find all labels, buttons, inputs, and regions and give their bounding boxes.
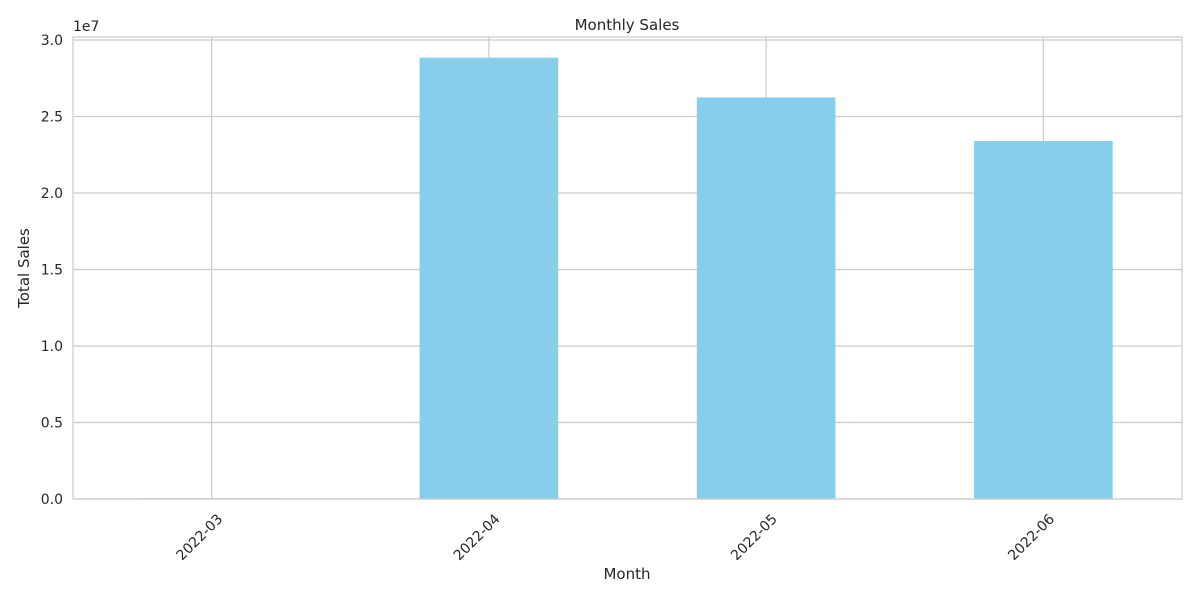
y-tick-label: 0.5 [41,416,63,432]
bar-2022-05 [696,97,836,499]
y-tick-label: 2.0 [41,186,63,202]
y-axis-label: Total Sales [15,228,33,309]
y-tick-label: 1.5 [41,263,63,279]
bar-2022-06 [974,141,1113,499]
y-axis-offset-label: 1e7 [73,19,99,35]
y-tick-label: 1.0 [41,339,63,355]
bar-layer [142,57,1113,500]
chart-title: Monthly Sales [575,16,680,34]
y-tick-label: 3.0 [41,33,63,49]
y-tick-labels: 0.0 0.5 1.0 1.5 2.0 2.5 3.0 [41,33,63,508]
x-axis-label: Month [603,565,650,583]
plot-frame [72,36,1183,500]
y-tick-label: 0.0 [41,492,63,508]
bar-2022-04 [419,57,559,500]
y-tick-label: 2.5 [41,110,63,126]
